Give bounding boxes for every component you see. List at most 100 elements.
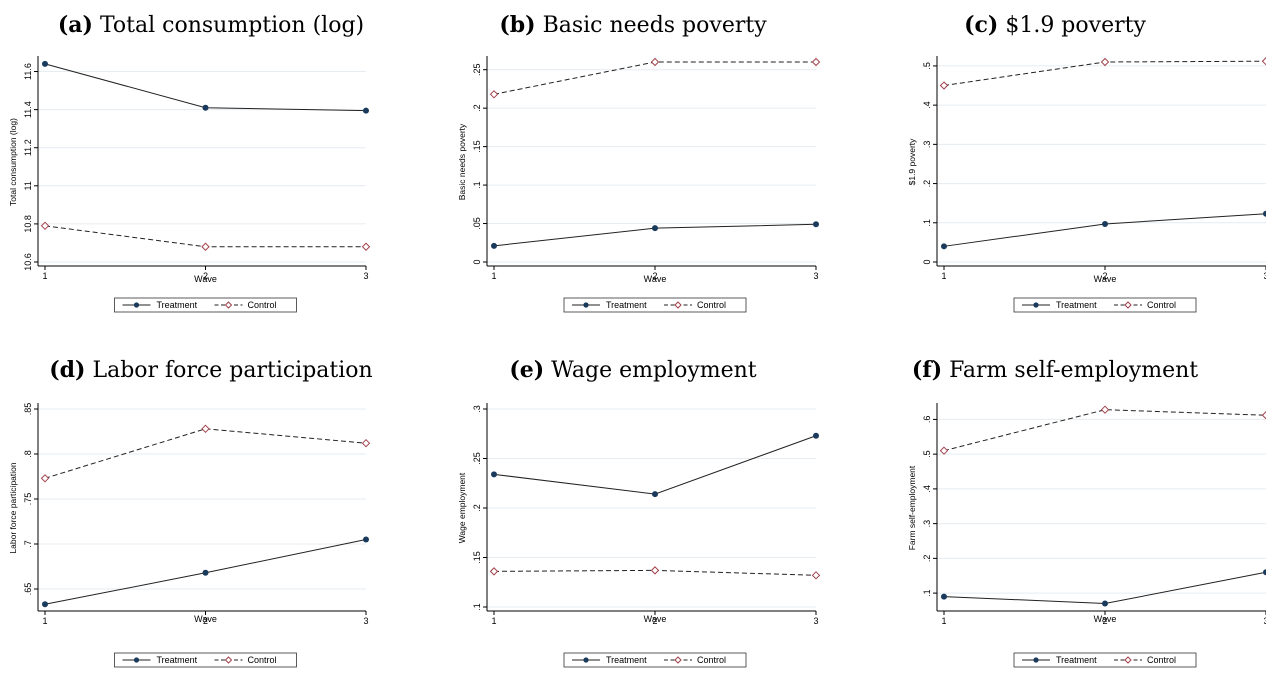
y-tick-label: 11.4 xyxy=(23,101,33,118)
y-tick-label: .1 xyxy=(472,603,482,611)
control-point xyxy=(1263,412,1266,419)
legend: Treatment Control xyxy=(564,653,746,667)
control-point xyxy=(813,59,820,66)
treatment-point xyxy=(203,105,209,111)
treatment-line xyxy=(944,572,1266,603)
control-point xyxy=(363,243,370,250)
control-point xyxy=(1102,59,1109,66)
y-tick-label: .3 xyxy=(922,520,932,528)
y-axis-label: Labor force participation xyxy=(8,462,18,553)
treatment-point xyxy=(652,225,658,231)
x-axis-label: Wave xyxy=(1094,274,1117,284)
x-axis-label: Wave xyxy=(1094,614,1117,624)
legend-control-label: Control xyxy=(697,655,726,665)
legend: Treatment Control xyxy=(564,298,746,312)
control-point xyxy=(652,567,659,574)
control-line xyxy=(944,410,1266,451)
treatment-point xyxy=(941,243,947,249)
control-point xyxy=(202,425,209,432)
x-tick-label: 1 xyxy=(42,616,47,626)
x-tick-label: 1 xyxy=(42,271,47,281)
control-point xyxy=(491,568,498,575)
treatment-point xyxy=(363,108,369,114)
y-tick-label: 0 xyxy=(922,259,932,264)
x-axis-label: Wave xyxy=(644,274,667,284)
y-tick-label: .2 xyxy=(922,555,932,563)
control-point xyxy=(813,572,820,579)
legend-control-label: Control xyxy=(248,300,277,310)
x-tick-label: 1 xyxy=(941,616,946,626)
legend-treatment-marker xyxy=(134,657,139,662)
panel-farm-self-employment: (f) Farm self-employment .1.2.3.4.5.6123… xyxy=(844,345,1266,674)
y-tick-label: .25 xyxy=(472,452,482,465)
x-tick-label: 3 xyxy=(363,271,368,281)
control-point xyxy=(941,447,948,454)
y-tick-label: .8 xyxy=(23,450,33,458)
control-point xyxy=(202,243,209,250)
y-tick-label: 0 xyxy=(472,259,482,264)
y-tick-label: .4 xyxy=(922,101,932,109)
x-axis-label: Wave xyxy=(194,614,217,624)
x-tick-label: 1 xyxy=(491,616,496,626)
control-point xyxy=(491,91,498,98)
treatment-point xyxy=(813,433,819,439)
y-axis-label: Farm self-employment xyxy=(907,465,917,550)
y-tick-label: .15 xyxy=(472,551,482,564)
y-tick-label: .1 xyxy=(472,181,482,189)
panel-labor-force-participation: (d) Labor force participation .65.7.75.8… xyxy=(0,345,422,674)
y-axis-label: Total consumption (log) xyxy=(8,118,18,206)
y-tick-label: 10.6 xyxy=(23,253,33,271)
y-tick-label: .85 xyxy=(23,403,33,416)
legend-control-label: Control xyxy=(248,655,277,665)
treatment-point xyxy=(42,601,48,607)
y-tick-label: .4 xyxy=(922,485,932,493)
control-point xyxy=(363,440,370,447)
y-tick-label: .75 xyxy=(23,493,33,506)
legend-treatment-marker xyxy=(1033,302,1038,307)
x-axis-label: Wave xyxy=(644,614,667,624)
legend-control-label: Control xyxy=(1147,655,1176,665)
y-tick-label: .15 xyxy=(472,140,482,153)
y-axis-label: Basic needs poverty xyxy=(457,123,467,200)
treatment-line xyxy=(45,64,366,111)
treatment-point xyxy=(491,243,497,249)
y-tick-label: .7 xyxy=(23,540,33,548)
treatment-point xyxy=(813,221,819,227)
x-tick-label: 1 xyxy=(941,271,946,281)
y-tick-label: .2 xyxy=(472,504,482,512)
legend-treatment-label: Treatment xyxy=(1056,300,1097,310)
x-tick-label: 3 xyxy=(363,616,368,626)
legend-treatment-label: Treatment xyxy=(1056,655,1097,665)
legend-treatment-marker xyxy=(583,302,588,307)
y-tick-label: .5 xyxy=(922,62,932,70)
treatment-point xyxy=(203,570,209,576)
control-point xyxy=(42,475,49,482)
y-tick-label: .3 xyxy=(472,405,482,413)
y-tick-label: .5 xyxy=(922,450,932,458)
legend-treatment-label: Treatment xyxy=(606,300,647,310)
x-tick-label: 3 xyxy=(813,271,818,281)
control-point xyxy=(941,82,948,89)
legend-treatment-marker xyxy=(1033,657,1038,662)
y-axis-label: $1.9 poverty xyxy=(907,138,917,186)
treatment-point xyxy=(652,491,658,497)
y-tick-label: 11.2 xyxy=(23,139,33,156)
y-tick-label: 11 xyxy=(23,181,33,190)
treatment-point xyxy=(941,594,947,600)
legend-treatment-marker xyxy=(134,302,139,307)
y-tick-label: .2 xyxy=(472,104,482,112)
y-tick-label: .1 xyxy=(922,219,932,227)
legend-control-label: Control xyxy=(697,300,726,310)
x-tick-label: 3 xyxy=(813,616,818,626)
legend-treatment-label: Treatment xyxy=(606,655,647,665)
y-tick-label: .6 xyxy=(922,416,932,424)
